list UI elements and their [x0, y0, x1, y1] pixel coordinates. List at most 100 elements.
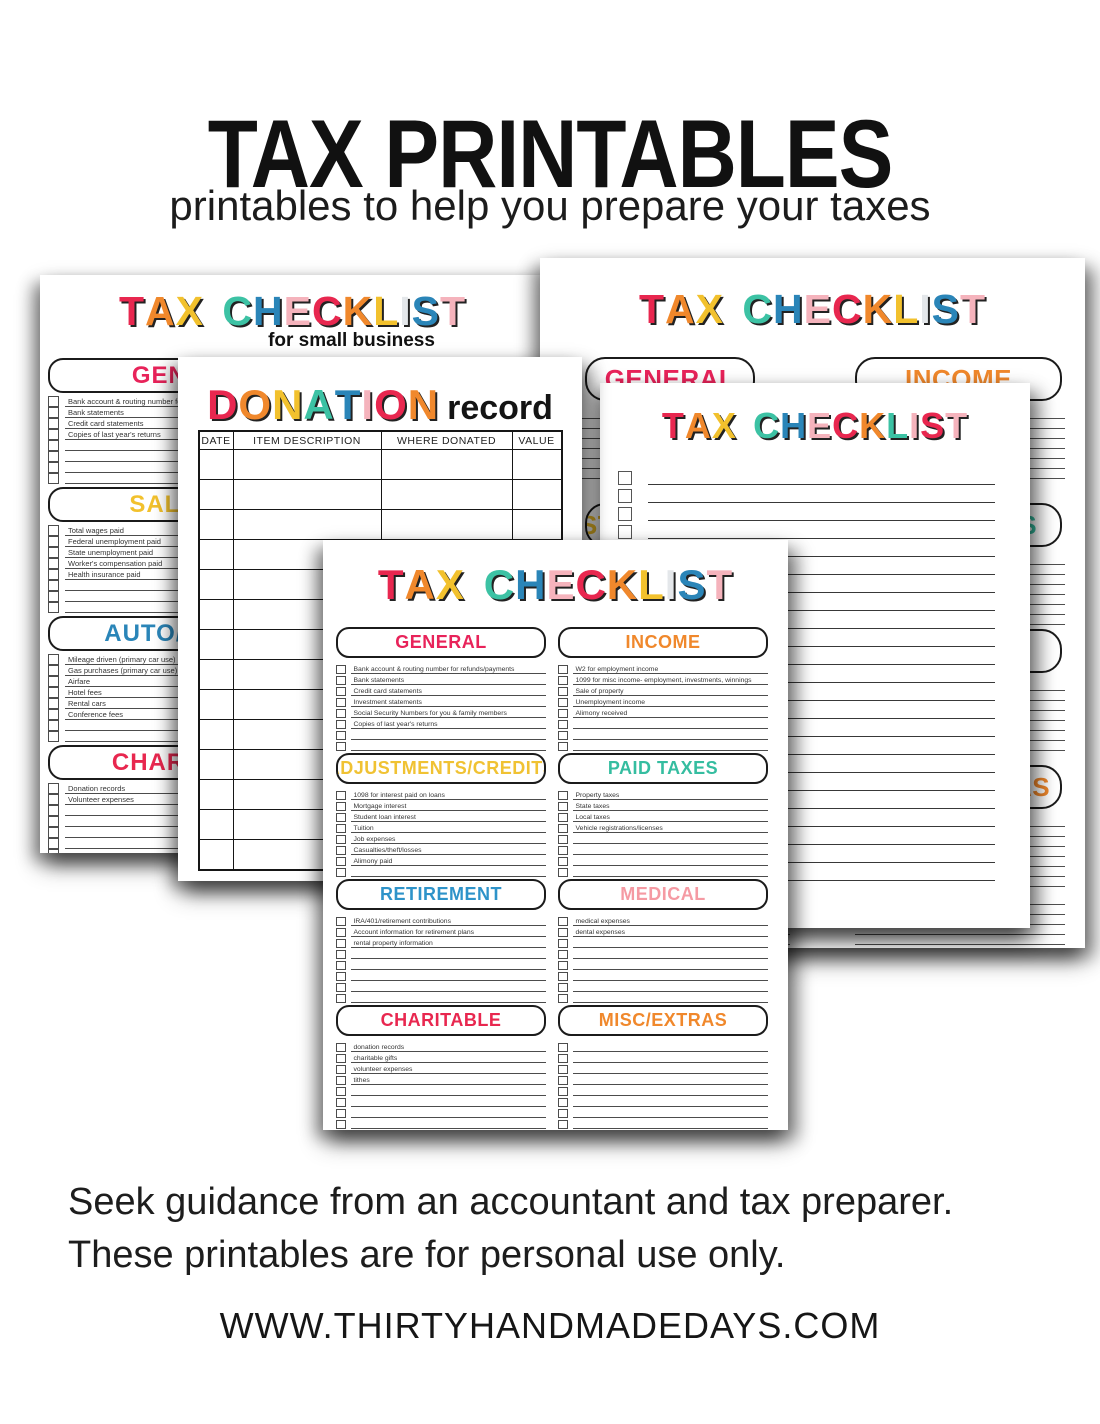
checkbox-icon	[618, 525, 632, 539]
checklist-item: donation records	[336, 1041, 546, 1052]
item-line	[572, 991, 768, 1003]
checklist-item	[558, 959, 768, 970]
title-letter: L	[893, 286, 920, 332]
checkbox-icon	[558, 708, 568, 718]
item-line: Alimony received	[572, 706, 768, 718]
blank-checklist-row	[618, 503, 995, 521]
title-letter: S	[677, 561, 707, 608]
item-line: donation records	[350, 1040, 546, 1052]
checklist-item: rental property information	[336, 937, 546, 948]
item-line: Vehicle registrations/licenses	[572, 821, 768, 833]
title-letter: A	[664, 286, 696, 332]
item-line	[648, 844, 995, 863]
item-line: Local taxes	[572, 810, 768, 822]
item-line	[572, 739, 768, 751]
checklist-item: 1098 for interest paid on loans	[336, 789, 546, 800]
title-letter: C	[831, 286, 863, 332]
item-line: Account information for retirement plans	[350, 925, 546, 937]
blank-line	[855, 935, 1065, 945]
table-cell	[198, 569, 234, 600]
checklist-item: medical expenses	[558, 915, 768, 926]
checkbox-icon	[336, 982, 346, 992]
checklist-item: Bank account & routing number for refund…	[336, 663, 546, 674]
checklist-item	[336, 981, 546, 992]
item-label: Worker's compensation paid	[68, 559, 163, 568]
item-label: Federal unemployment paid	[68, 537, 161, 546]
donation-title-suffix: record	[447, 389, 553, 427]
checklist-item: Job expenses	[336, 833, 546, 844]
checkbox-icon	[558, 927, 568, 937]
item-label: Credit card statements	[353, 688, 422, 695]
item-line	[648, 628, 995, 647]
item-label: Hotel fees	[68, 688, 102, 697]
section-header: PAID TAXES	[558, 753, 768, 784]
item-line: Casualties/theft/losses	[350, 843, 546, 855]
blank-checklist-row	[618, 485, 995, 503]
item-line	[572, 1095, 768, 1107]
section-header: GENERAL	[336, 627, 546, 658]
checkbox-icon	[336, 1075, 346, 1085]
title-letter: D	[207, 381, 239, 428]
checklist-item	[336, 740, 546, 751]
title-letter: C	[311, 288, 343, 334]
title-letter: T	[945, 405, 969, 446]
item-line: Property taxes	[572, 788, 768, 800]
checklist-item: Investment statements	[336, 696, 546, 707]
checklist-item	[558, 1085, 768, 1096]
checkbox-icon	[48, 418, 59, 429]
title-letter: C	[832, 405, 860, 446]
item-label: Account information for retirement plans	[353, 929, 475, 936]
section-items: medical expenses dental expenses	[558, 915, 768, 1003]
title-letter: S	[411, 288, 440, 334]
item-line	[350, 969, 546, 981]
checkbox-icon	[336, 867, 346, 877]
item-line	[572, 865, 768, 877]
checkbox-icon	[336, 675, 346, 685]
title-letter: I	[919, 286, 932, 332]
checkbox-icon	[558, 867, 568, 877]
checklist-item	[48, 849, 533, 853]
checklist-item	[558, 948, 768, 959]
item-label: Casualties/theft/losses	[353, 847, 422, 854]
title-letter: X	[435, 561, 465, 608]
checkbox-icon	[48, 525, 59, 536]
item-label: Credit card statements	[68, 419, 144, 428]
item-line	[648, 538, 995, 557]
checklist-item	[558, 729, 768, 740]
checkbox-icon	[618, 471, 632, 485]
item-label: donation records	[353, 1044, 405, 1051]
checkbox-icon	[558, 801, 568, 811]
checkbox-icon	[336, 949, 346, 959]
checkbox-icon	[48, 827, 59, 838]
table-cell	[232, 509, 382, 540]
website-url: WWW.THIRTYHANDMADEDAYS.COM	[219, 1305, 881, 1346]
checklist-item: charitable gifts	[336, 1052, 546, 1063]
section-header: INCOME	[558, 627, 768, 658]
table-cell	[198, 599, 234, 630]
sheet-title: TAX CHECKLIST	[40, 275, 545, 334]
checkbox-icon	[48, 473, 59, 484]
item-line	[350, 739, 546, 751]
title-letter: T	[118, 288, 145, 334]
item-line	[572, 854, 768, 866]
checkbox-icon	[48, 698, 59, 709]
table-cell	[198, 839, 234, 871]
item-label: Alimony paid	[353, 858, 393, 865]
checkbox-icon	[48, 558, 59, 569]
item-line: volunteer expenses	[350, 1062, 546, 1074]
item-line: charitable gifts	[350, 1051, 546, 1063]
checkbox-icon	[558, 834, 568, 844]
checkbox-icon	[558, 856, 568, 866]
blank-line	[855, 945, 1065, 948]
title-letter: X	[175, 288, 204, 334]
disclaimer-line-2: These printables are for personal use on…	[68, 1234, 786, 1276]
item-line: 1098 for interest paid on loans	[350, 788, 546, 800]
checkbox-icon	[48, 731, 59, 742]
table-cell	[380, 479, 513, 510]
item-label: 1098 for interest paid on loans	[353, 792, 445, 799]
checklist-item: 1099 for misc income- employment, invest…	[558, 674, 768, 685]
item-label: Bank statements	[353, 677, 405, 684]
item-label: Tuition	[353, 825, 374, 832]
checkbox-icon	[618, 507, 632, 521]
item-label: State unemployment paid	[68, 548, 154, 557]
